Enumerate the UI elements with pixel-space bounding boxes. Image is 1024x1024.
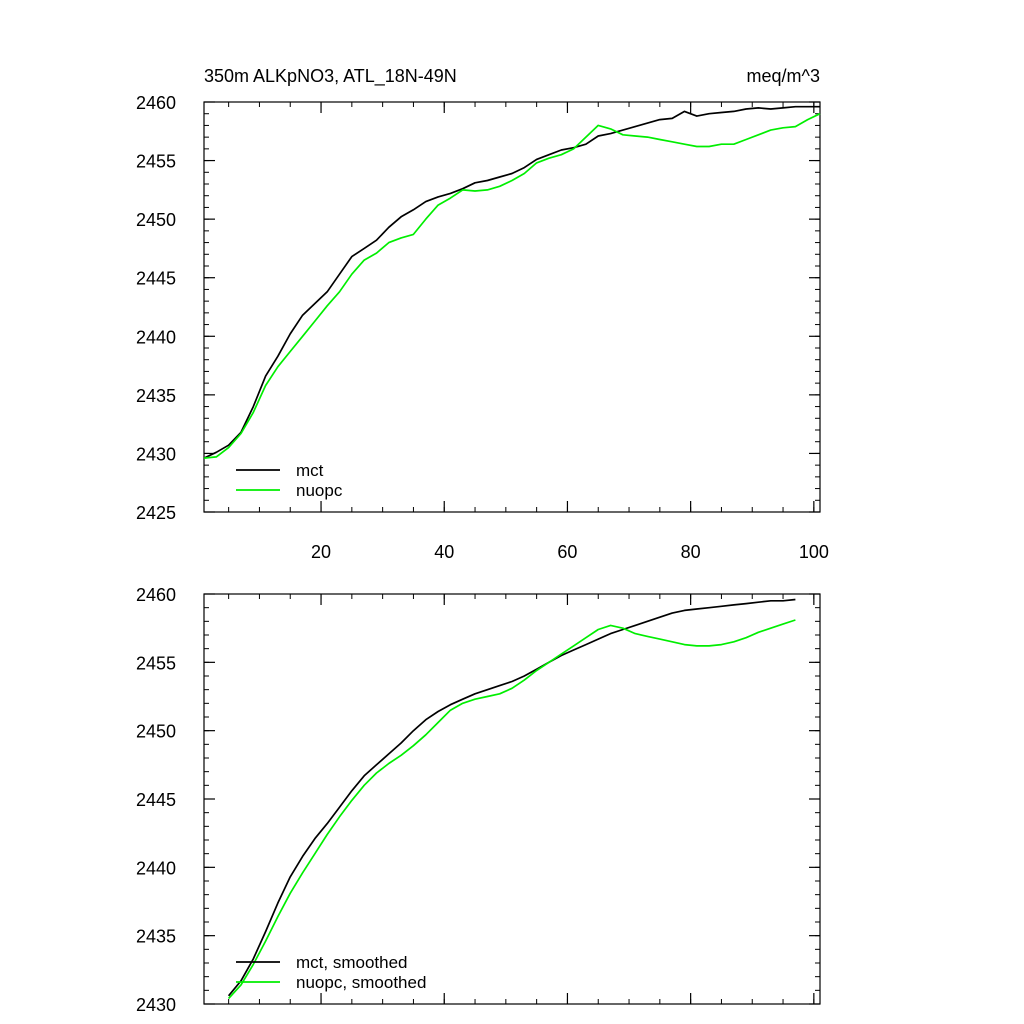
- y-tick-label: 2440: [136, 327, 176, 347]
- y-tick-label: 2460: [136, 585, 176, 605]
- legend-label: nuopc, smoothed: [296, 973, 426, 992]
- y-tick-label: 2435: [136, 927, 176, 947]
- y-tick-label: 2455: [136, 653, 176, 673]
- bottom-panel: 2430 2435 2440 2445 2450 2455 2460 mct, smoothe…: [136, 585, 821, 1015]
- chart-title: 350m ALKpNO3, ATL_18N-49N: [204, 66, 457, 87]
- x-tick-label: 100: [799, 542, 829, 562]
- top-panel: 2425 2430 2435 2440 2445 2450 2455 2460 20 40 60 80…: [136, 93, 829, 562]
- y-tick-label: 2455: [136, 152, 176, 172]
- series-line-nuopc: [203, 112, 821, 459]
- series-line-mct: [203, 105, 820, 459]
- plot-frame: [203, 593, 821, 1005]
- legend-label: nuopc: [296, 481, 343, 500]
- series-line-mct-smoothed: [227, 598, 796, 997]
- legend-label: mct: [296, 461, 324, 480]
- x-tick-label: 80: [681, 542, 701, 562]
- x-tick-label: 60: [557, 542, 577, 562]
- y-tick-label: 2460: [136, 93, 176, 113]
- y-tick-label: 2430: [136, 995, 176, 1015]
- y-tick-label: 2450: [136, 722, 176, 742]
- legend-label: mct, smoothed: [296, 953, 408, 972]
- series-line-nuopc-smoothed: [227, 619, 796, 1000]
- y-tick-label: 2435: [136, 386, 176, 406]
- chart-units-label: meq/m^3: [747, 66, 820, 86]
- y-tick-label: 2425: [136, 503, 176, 523]
- y-tick-label: 2430: [136, 444, 176, 464]
- y-tick-label: 2445: [136, 269, 176, 289]
- y-tick-label: 2445: [136, 790, 176, 810]
- x-tick-label: 40: [434, 542, 454, 562]
- y-tick-label: 2440: [136, 858, 176, 878]
- x-tick-label: 20: [311, 542, 331, 562]
- y-tick-label: 2450: [136, 210, 176, 230]
- plot-frame: [203, 101, 821, 513]
